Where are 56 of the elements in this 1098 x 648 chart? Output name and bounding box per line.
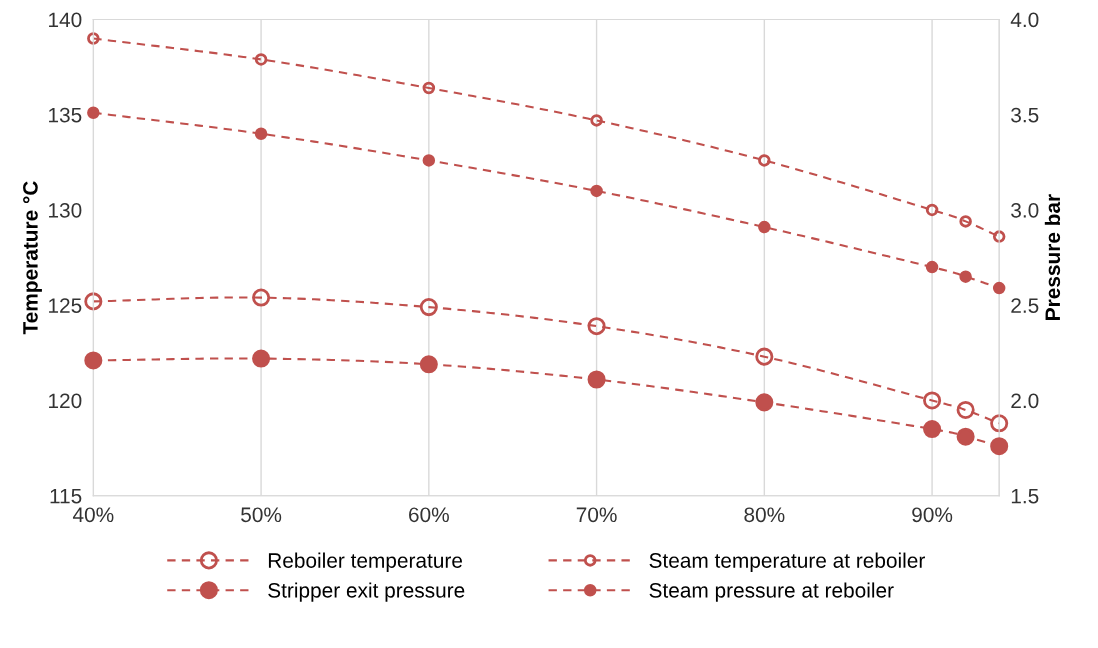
y2-tick-label: 3.5 bbox=[1011, 107, 1039, 123]
x-tick-label: 90% bbox=[912, 507, 953, 523]
point bbox=[923, 420, 942, 439]
x-tick-label: 60% bbox=[409, 507, 449, 523]
point bbox=[956, 400, 975, 420]
legend-label: Steam pressure at reboiler bbox=[649, 582, 894, 602]
point bbox=[925, 260, 939, 274]
x-tick-label: 80% bbox=[744, 507, 785, 523]
legend-label: Steam temperature at reboiler bbox=[649, 552, 925, 572]
point bbox=[990, 414, 1009, 433]
point bbox=[992, 230, 1006, 243]
point bbox=[587, 317, 606, 336]
y-tick-label: 125 bbox=[49, 298, 82, 313]
point bbox=[590, 114, 603, 127]
point bbox=[959, 215, 972, 228]
point bbox=[254, 127, 268, 140]
y-tick-label: 120 bbox=[49, 393, 82, 409]
point bbox=[422, 81, 436, 95]
point bbox=[590, 184, 603, 198]
point bbox=[84, 292, 103, 311]
point bbox=[956, 427, 975, 446]
y2-tick-label: 1.5 bbox=[1011, 488, 1039, 504]
point bbox=[992, 281, 1006, 295]
y2-tick-label: 4.0 bbox=[1010, 12, 1039, 28]
x-tick-label: 70% bbox=[576, 507, 617, 523]
point bbox=[758, 154, 771, 167]
point bbox=[87, 106, 100, 120]
point bbox=[254, 53, 268, 66]
point bbox=[84, 351, 103, 370]
x-tick-label: 40% bbox=[72, 507, 114, 523]
y2-axis-title: Pressure bar bbox=[1044, 194, 1061, 320]
point bbox=[923, 391, 942, 410]
y2-tick-label: 3.0 bbox=[1011, 202, 1039, 218]
point bbox=[758, 220, 771, 234]
point bbox=[422, 154, 436, 167]
y-tick-label: 140 bbox=[49, 12, 82, 28]
point bbox=[925, 203, 939, 217]
point bbox=[587, 370, 606, 389]
point bbox=[755, 393, 774, 412]
point bbox=[252, 349, 271, 368]
y-tick-label: 115 bbox=[50, 488, 82, 504]
point bbox=[419, 298, 438, 317]
y2-tick-label: 2.5 bbox=[1011, 298, 1039, 313]
y-axis-title: Temperature °C bbox=[23, 181, 42, 335]
point bbox=[959, 270, 972, 283]
point bbox=[87, 32, 100, 45]
point bbox=[755, 347, 774, 366]
y-tick-label: 130 bbox=[49, 202, 82, 218]
point bbox=[419, 355, 438, 374]
x-tick-label: 50% bbox=[241, 507, 282, 523]
y-tick-label: 135 bbox=[49, 107, 82, 123]
point bbox=[252, 288, 271, 307]
legend-label: Reboiler temperature bbox=[268, 552, 462, 572]
point bbox=[990, 437, 1009, 456]
legend-label: Stripper exit pressure bbox=[268, 582, 465, 602]
y2-tick-label: 2.0 bbox=[1011, 393, 1039, 409]
